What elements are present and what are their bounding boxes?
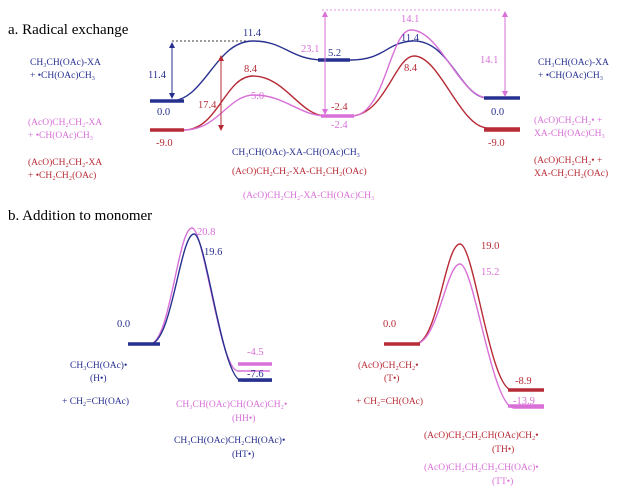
energy-mid-blue: 5.2	[328, 48, 341, 59]
left-label-blue-1: CH₃CH(OAc)-XA	[30, 57, 101, 68]
energy-ts1-red: 8.4	[244, 64, 258, 75]
energy-end-red: -9.0	[488, 138, 505, 149]
b-left-start-label-2: (H•)	[90, 373, 107, 384]
b-right-red-curve	[388, 243, 542, 391]
b-left-product-pink-energy: -4.5	[247, 347, 264, 358]
left-label-red-2: + •CH₂CH₂(OAc)	[28, 170, 96, 181]
b-right-start-energy: 0.0	[383, 319, 396, 330]
middle-label-blue: CH₃CH(OAc)-XA-CH(OAc)CH₃	[232, 147, 360, 158]
b-right-start-label-1: (AcO)CH₂CH₂•	[358, 360, 419, 371]
energy-ts2-pink: 14.1	[401, 14, 419, 25]
b-left-product-blue-energy: -7.6	[247, 369, 264, 380]
left-label-pink-1: (AcO)CH₂CH₂-XA	[28, 117, 102, 128]
right-label-blue-1: CH₃CH(OAc)-XA	[538, 57, 609, 68]
energy-ts1-pink: 5.0	[251, 91, 264, 102]
section-a-title: a. Radical exchange	[8, 22, 129, 38]
b-left-start-label-1: CH₃CH(OAc)•	[70, 360, 127, 371]
energy-ts2-red: 8.4	[404, 63, 418, 74]
barrier-right-pink: 14.1	[480, 55, 498, 66]
energy-ts1-blue: 11.4	[243, 28, 262, 39]
b-right-product-pink-energy: -13.9	[513, 396, 535, 407]
b-left-blue-curve	[128, 233, 272, 382]
b-right-product-pink-label-1: (AcO)CH₂CH₂CH₂CH(OAc)•	[424, 462, 539, 473]
energy-mid-pink-lower: -2.4	[331, 120, 348, 131]
barrier-left-red: 17.4	[198, 100, 217, 111]
b-left-ts-blue: 19.6	[204, 247, 222, 258]
energy-ts2-blue: 11.4	[401, 33, 420, 44]
energy-start-blue: 0.0	[157, 107, 170, 118]
middle-label-red: (AcO)CH₂CH₂-XA-CH₂CH₂(OAc)	[232, 166, 367, 177]
b-right-ts-red: 19.0	[481, 241, 499, 252]
b-right-pink-curve	[388, 263, 544, 409]
left-label-pink-2: + •CH(OAc)CH₃	[28, 130, 93, 141]
b-right-start-label-2: (T•)	[384, 373, 399, 384]
pink-curve	[150, 29, 520, 131]
b-left-product-pink-label-2: (HH•)	[232, 413, 255, 424]
b-left-product-pink-label-1: CH₃CH(OAc)CH(OAc)CH₂•	[176, 399, 287, 410]
b-left-start-energy: 0.0	[117, 319, 130, 330]
right-label-pink-2: XA-CH(OAc)CH₃	[534, 128, 605, 139]
b-right-ts-pink: 15.2	[481, 267, 499, 278]
b-left-product-blue-label-2: (HT•)	[232, 449, 254, 460]
b-right-product-pink-label-2: (TT•)	[492, 476, 513, 487]
barrier-mid-pink: 23.1	[301, 44, 319, 55]
b-right-monomer: + CH₂=CH(OAc)	[356, 396, 423, 407]
right-label-blue-2: + •CH(OAc)CH₃	[538, 70, 603, 81]
b-right-product-red-label-1: (AcO)CH₂CH₂CH(OAc)CH₂•	[424, 430, 539, 441]
b-right-product-red-label-2: (TH•)	[492, 444, 514, 455]
red-curve	[150, 55, 520, 131]
right-label-red-1: (AcO)CH₂CH₂• +	[534, 155, 602, 166]
section-b-title: b. Addition to monomer	[8, 208, 152, 224]
b-left-product-blue-label-1: CH₃CH(OAc)CH₂CH(OAc)•	[174, 435, 285, 446]
b-left-monomer: + CH₂=CH(OAc)	[62, 396, 129, 407]
energy-start-red: -9.0	[156, 138, 173, 149]
barrier-left-blue: 11.4	[148, 70, 167, 81]
left-label-red-1: (AcO)CH₂CH₂-XA	[28, 157, 102, 168]
right-label-pink-1: (AcO)CH₂CH₂• +	[534, 115, 602, 126]
energy-mid-pink-upper: -2.4	[331, 102, 348, 113]
b-right-product-red-energy: -8.9	[515, 376, 532, 387]
left-label-blue-2: + •CH(OAc)CH₃	[30, 70, 95, 81]
right-label-red-2: XA-CH₂CH₂(OAc)	[534, 168, 608, 179]
energy-end-blue: 0.0	[491, 107, 504, 118]
middle-label-pink: (AcO)CH₂CH₂-XA-CH(OAc)CH₃	[243, 190, 374, 201]
b-left-ts-pink: 20.8	[197, 227, 215, 238]
